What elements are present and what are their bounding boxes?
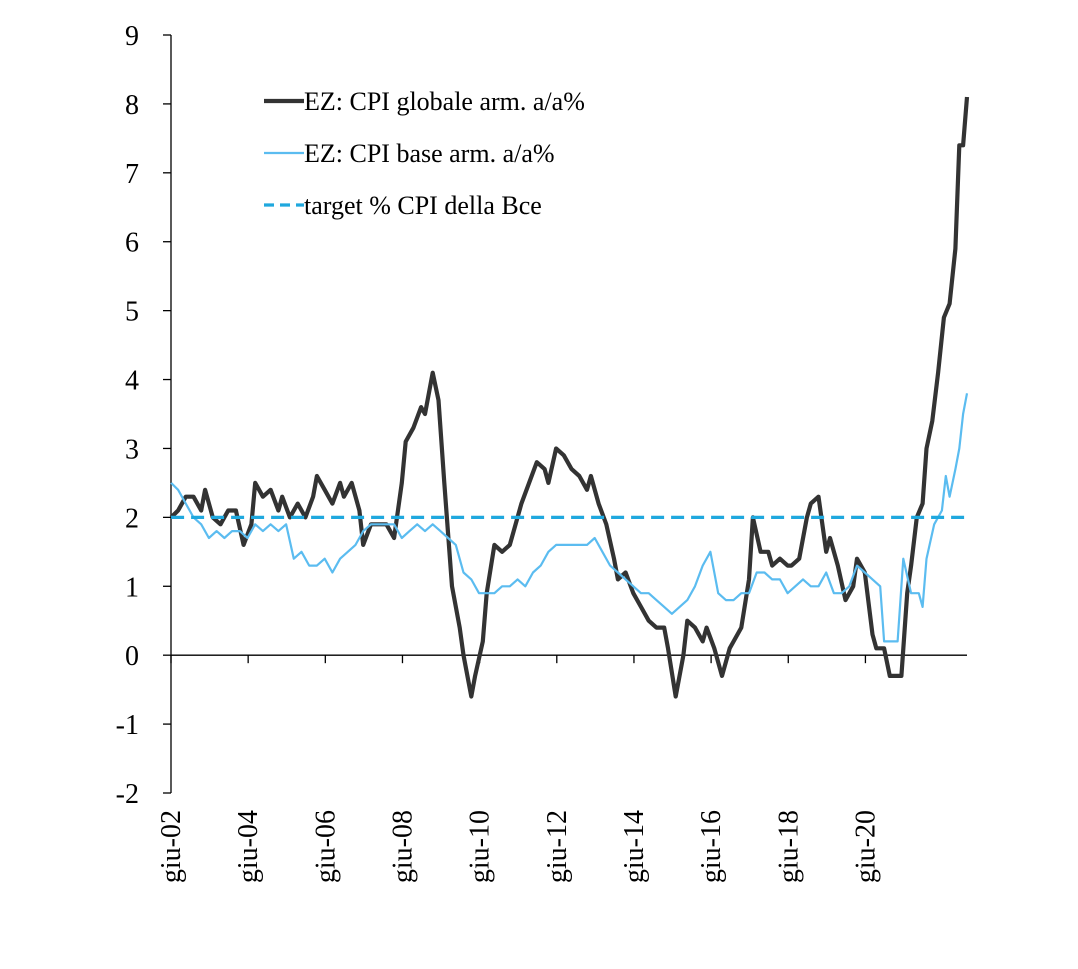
legend-label-3: target % CPI della Bce (304, 191, 542, 220)
x-tick-label: giu-18 (773, 810, 804, 883)
y-tick-label: -2 (116, 779, 139, 810)
x-tick-label: giu-08 (387, 810, 418, 883)
y-tick-label: 1 (125, 572, 139, 603)
x-tick-label: giu-06 (310, 810, 341, 883)
x-tick-label: giu-10 (465, 810, 496, 883)
y-axis: -2 -1 0 1 2 3 4 5 6 7 8 9 (116, 21, 172, 810)
y-tick-label: 0 (125, 641, 139, 672)
y-tick-label: 2 (125, 503, 139, 534)
series-lines (169, 96, 970, 699)
y-tick-label: -1 (116, 710, 139, 741)
legend: EZ: CPI globale arm. a/a% EZ: CPI base ar… (264, 87, 585, 220)
series-line-2 (170, 393, 969, 643)
legend-label-1: EZ: CPI globale arm. a/a% (304, 87, 585, 116)
y-tick-label: 7 (125, 159, 139, 190)
series-line-1 (169, 96, 970, 699)
x-tick-label: giu-02 (156, 810, 187, 883)
x-axis: giu-02 giu-04 giu-06 giu-08 giu-10 giu-12 giu-… (156, 654, 967, 883)
legend-label-2: EZ: CPI base arm. a/a% (304, 139, 555, 168)
x-tick-label: giu-14 (619, 810, 650, 883)
x-tick-label: giu-20 (850, 810, 881, 883)
x-tick-label: giu-04 (233, 810, 264, 883)
y-tick-label: 5 (125, 297, 139, 328)
y-tick-label: 9 (125, 21, 139, 52)
x-tick-label: giu-16 (696, 810, 727, 883)
y-tick-label: 6 (125, 228, 139, 259)
y-tick-label: 4 (125, 366, 139, 397)
y-tick-label: 3 (125, 434, 139, 465)
y-tick-label: 8 (125, 90, 139, 121)
x-tick-label: giu-12 (542, 810, 573, 883)
